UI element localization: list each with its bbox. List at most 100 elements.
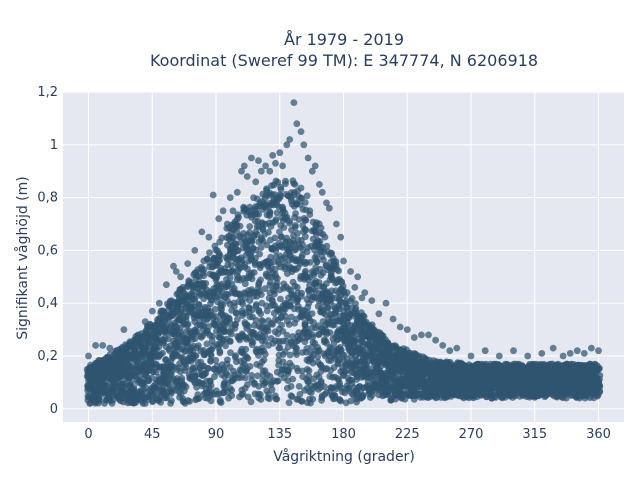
y-tick-label: 0 (50, 402, 58, 417)
data-point (314, 353, 321, 361)
data-point (262, 326, 270, 334)
data-point (293, 120, 301, 128)
data-point (338, 351, 346, 358)
data-point (323, 242, 331, 250)
data-point (237, 254, 245, 262)
data-point (211, 293, 219, 300)
data-point (170, 262, 177, 270)
data-point (182, 313, 190, 320)
data-point (261, 285, 269, 293)
data-point (218, 234, 226, 242)
data-point (268, 201, 275, 209)
data-point (274, 274, 281, 282)
data-point (85, 352, 92, 360)
data-point (232, 352, 239, 359)
x-tick-label: 135 (267, 427, 292, 442)
data-point (243, 243, 251, 251)
data-point (211, 322, 219, 329)
data-point (439, 342, 447, 349)
data-point (285, 399, 293, 407)
data-point (234, 211, 242, 219)
y-tick-label: 1,2 (37, 85, 58, 100)
data-point (288, 313, 295, 321)
data-point (163, 281, 170, 289)
data-point (299, 241, 306, 249)
data-point (216, 256, 224, 264)
data-point (368, 297, 376, 304)
data-point (260, 356, 268, 364)
data-point (311, 162, 319, 170)
data-point (302, 226, 310, 234)
data-point (254, 372, 262, 380)
data-point (286, 351, 294, 359)
data-point (301, 199, 309, 206)
data-point (219, 301, 227, 309)
data-point (259, 206, 267, 213)
data-point (295, 383, 303, 390)
data-point (193, 328, 201, 336)
data-point (261, 350, 269, 358)
data-point (271, 234, 279, 242)
data-point (226, 337, 234, 345)
data-point (335, 295, 343, 302)
data-point (200, 272, 208, 280)
data-point (287, 383, 295, 390)
data-point (272, 247, 280, 255)
data-point (319, 231, 327, 238)
data-point (243, 173, 251, 180)
x-tick-label: 225 (395, 427, 420, 442)
data-point (331, 392, 339, 400)
data-point (223, 283, 230, 290)
data-point (339, 388, 346, 396)
data-point (257, 396, 265, 403)
data-point (336, 379, 343, 387)
data-point (127, 339, 135, 347)
data-point (322, 337, 329, 345)
data-point (212, 356, 220, 364)
data-point (279, 207, 287, 215)
data-point (313, 257, 321, 265)
data-point (263, 241, 271, 249)
x-tick-label: 270 (459, 427, 484, 442)
data-point (248, 275, 256, 283)
data-point (297, 128, 305, 136)
data-point (320, 256, 327, 264)
data-point (262, 377, 270, 385)
data-point (310, 279, 318, 287)
data-point (316, 181, 323, 188)
data-point (269, 152, 277, 159)
data-point (302, 267, 309, 275)
data-point (252, 178, 260, 186)
data-point (296, 335, 304, 342)
data-point (425, 331, 432, 339)
data-point (159, 349, 167, 357)
data-point (217, 397, 224, 404)
data-point (588, 344, 595, 352)
data-point (180, 387, 188, 395)
data-point (333, 220, 340, 228)
data-point (272, 159, 279, 167)
y-tick-label: 0,6 (37, 243, 58, 258)
data-point (232, 321, 239, 329)
data-point (195, 395, 203, 402)
data-point (324, 304, 332, 312)
data-point (257, 276, 264, 284)
data-point (351, 284, 359, 291)
data-point (255, 211, 263, 218)
data-point (198, 228, 206, 236)
data-point (255, 157, 262, 165)
data-point (238, 167, 245, 175)
data-point (262, 162, 269, 170)
data-point (297, 184, 305, 192)
data-point (257, 291, 265, 298)
data-point (241, 280, 249, 288)
data-point (288, 362, 296, 370)
data-point (302, 233, 309, 241)
data-point (481, 347, 489, 355)
data-point (99, 342, 107, 349)
data-point (316, 238, 324, 245)
y-tick-label: 0,2 (37, 349, 58, 364)
data-point (197, 332, 205, 340)
data-point (172, 268, 180, 275)
